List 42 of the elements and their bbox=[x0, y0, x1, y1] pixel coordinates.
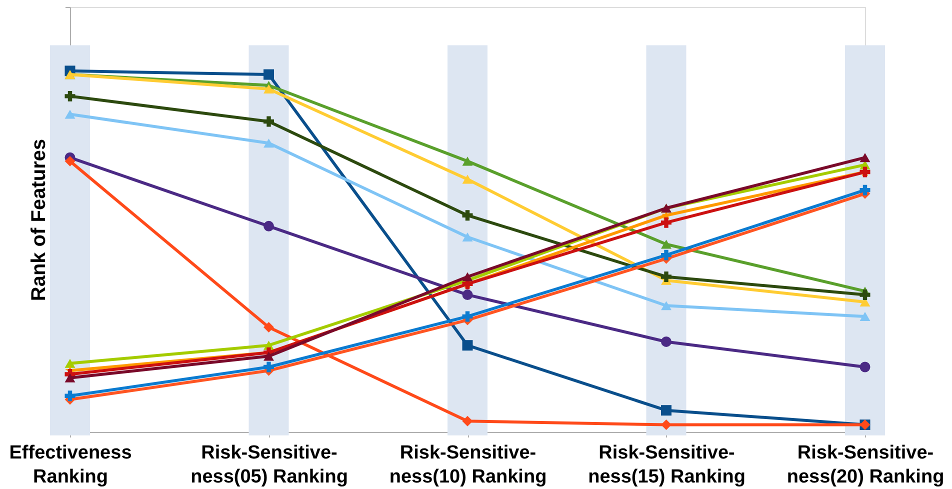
point bbox=[661, 240, 672, 249]
point bbox=[64, 90, 76, 102]
point bbox=[462, 340, 473, 351]
point bbox=[661, 336, 672, 347]
point bbox=[64, 358, 76, 368]
point bbox=[661, 250, 672, 260]
point bbox=[264, 69, 274, 80]
x-tick-label: Risk-Sensitive-ness(15) Ranking bbox=[588, 442, 746, 488]
point bbox=[462, 290, 473, 300]
point bbox=[462, 210, 473, 221]
point bbox=[462, 232, 473, 242]
point bbox=[64, 390, 76, 402]
point bbox=[264, 322, 274, 333]
x-tick-label: Risk-Sensitive-ness(10) Ranking bbox=[389, 442, 547, 488]
point bbox=[64, 156, 76, 166]
point bbox=[860, 312, 870, 321]
point bbox=[264, 220, 274, 232]
point bbox=[661, 217, 672, 228]
x-tick-label: Effectiveness Ranking bbox=[9, 442, 132, 488]
point bbox=[462, 156, 473, 166]
point bbox=[860, 290, 870, 300]
point bbox=[264, 84, 274, 94]
point bbox=[64, 110, 76, 119]
point bbox=[462, 311, 473, 322]
x-tick-label: Risk-Sensitive-ness(20) Ranking bbox=[786, 442, 944, 488]
point bbox=[661, 405, 672, 416]
point bbox=[661, 301, 672, 310]
point bbox=[860, 362, 870, 372]
point bbox=[264, 352, 274, 361]
point bbox=[462, 272, 473, 282]
point bbox=[64, 373, 76, 382]
point bbox=[860, 153, 870, 162]
point bbox=[462, 174, 473, 184]
point bbox=[264, 138, 274, 148]
point bbox=[860, 184, 870, 196]
point bbox=[661, 271, 672, 282]
point bbox=[462, 416, 473, 426]
x-tick-label: Risk-Sensitive-ness(05) Ranking bbox=[190, 442, 348, 488]
point bbox=[264, 362, 274, 372]
y-axis-title: Rank of Features bbox=[28, 138, 50, 302]
point bbox=[661, 420, 672, 430]
point bbox=[264, 116, 274, 127]
